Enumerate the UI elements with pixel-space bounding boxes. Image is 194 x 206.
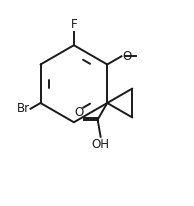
Text: O: O [122, 50, 132, 63]
Text: Br: Br [16, 102, 29, 115]
Text: OH: OH [92, 138, 110, 151]
Text: O: O [74, 106, 83, 119]
Text: F: F [71, 18, 77, 31]
